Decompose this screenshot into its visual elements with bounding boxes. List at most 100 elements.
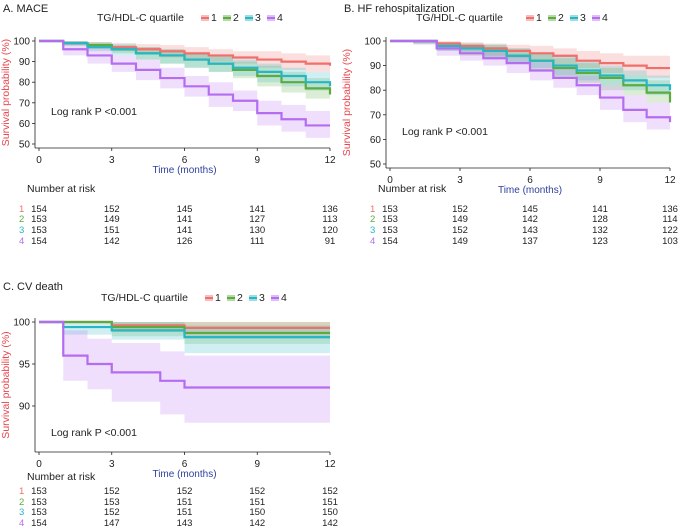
y-tick-label: 50	[370, 160, 382, 171]
survival-line-q4	[39, 320, 330, 389]
risk-count: 130	[249, 225, 265, 236]
y-tick-label: 100	[364, 37, 381, 48]
x-axis-label: Time (months)	[152, 165, 216, 176]
legend-entry: 4	[277, 12, 283, 24]
risk-count: 153	[31, 214, 47, 225]
risk-count: 128	[592, 214, 608, 225]
risk-count: 137	[522, 236, 538, 247]
risk-count: 141	[177, 214, 193, 225]
risk-count: 114	[662, 214, 677, 225]
legend: TG/HDL-C quartile 1 2 3 4	[416, 12, 608, 24]
y-axis-label: Survival probability (%)	[341, 49, 353, 156]
y-tick-label: 80	[370, 86, 382, 97]
legend-entry: 1	[211, 12, 217, 24]
legend-entry: 2	[237, 292, 243, 304]
legend-entry: 3	[259, 292, 265, 304]
survival-lines	[39, 39, 332, 127]
x-tick-label: 6	[527, 175, 533, 186]
risk-count: 153	[382, 204, 398, 215]
risk-count: 154	[31, 236, 47, 247]
risk-group-label: 1	[370, 204, 375, 215]
log-rank-annotation: Log rank P <0.001	[51, 427, 137, 439]
legend-title: TG/HDL-C quartile	[416, 12, 503, 24]
x-tick-label: 0	[387, 175, 393, 186]
risk-count: 145	[177, 204, 193, 215]
risk-count: 111	[250, 236, 264, 247]
risk-count: 142	[322, 518, 338, 529]
risk-count: 152	[452, 204, 468, 215]
panel-title: B. HF rehospitalization	[344, 3, 455, 15]
survival-line-q1	[390, 39, 670, 70]
x-axis-label: Time (months)	[498, 185, 562, 196]
risk-count: 154	[31, 204, 47, 215]
risk-count: 154	[31, 518, 47, 529]
risk-count: 150	[322, 507, 338, 518]
risk-count: 149	[452, 236, 468, 247]
risk-count: 122	[662, 225, 678, 236]
risk-count: 113	[322, 214, 337, 225]
y-axis-label: Survival probability (%)	[0, 39, 12, 146]
risk-group-label: 4	[370, 236, 375, 247]
legend-entry: 1	[215, 292, 221, 304]
x-tick-label: 9	[254, 155, 260, 166]
risk-count: 152	[104, 204, 120, 215]
legend-title: TG/HDL-C quartile	[101, 292, 188, 304]
risk-count: 145	[522, 204, 538, 215]
risk-group-label: 4	[19, 518, 24, 529]
risk-count: 152	[104, 507, 120, 518]
risk-count: 153	[31, 497, 47, 508]
y-axis-label: Survival probability (%)	[0, 331, 12, 438]
risk-count: 153	[31, 225, 47, 236]
risk-count: 151	[322, 497, 338, 508]
risk-count: 152	[177, 486, 193, 497]
legend-entry: 4	[281, 292, 287, 304]
ci-band-q4	[39, 41, 330, 142]
risk-count: 136	[662, 204, 678, 215]
legend-entry: 3	[255, 12, 261, 24]
survival-line-q4	[390, 39, 672, 123]
y-tick-label: 50	[19, 140, 31, 151]
risk-count: 142	[104, 236, 120, 247]
risk-group-label: 2	[19, 214, 24, 225]
x-tick-label: 3	[109, 155, 115, 166]
risk-count: 153	[31, 486, 47, 497]
legend-entry: 1	[536, 12, 542, 24]
risk-count: 91	[325, 236, 336, 247]
y-tick-label: 80	[19, 78, 31, 89]
x-tick-label: 9	[597, 175, 603, 186]
y-tick-label: 100	[13, 318, 30, 329]
x-tick-label: 6	[182, 155, 188, 166]
x-tick-label: 6	[182, 459, 188, 470]
y-tick-label: 100	[13, 37, 30, 48]
risk-count: 126	[177, 236, 193, 247]
log-rank-annotation: Log rank P <0.001	[51, 106, 137, 118]
risk-group-label: 2	[370, 214, 375, 225]
risk-count: 153	[382, 214, 398, 225]
x-tick-label: 0	[36, 459, 42, 470]
risk-count: 141	[249, 204, 265, 215]
x-tick-label: 9	[254, 459, 260, 470]
y-tick-label: 70	[19, 98, 31, 109]
x-tick-label: 12	[324, 155, 336, 166]
y-tick-label: 95	[19, 360, 31, 371]
risk-count: 142	[522, 214, 538, 225]
risk-count: 141	[592, 204, 608, 215]
risk-table-header: Number at risk	[27, 471, 96, 483]
y-tick-label: 90	[19, 57, 31, 68]
survival-line-q4	[39, 39, 330, 127]
risk-count: 132	[592, 225, 608, 236]
x-tick-label: 12	[664, 175, 676, 186]
risk-count: 154	[382, 236, 398, 247]
risk-count: 142	[249, 518, 265, 529]
legend-entry: 2	[558, 12, 564, 24]
x-tick-label: 3	[109, 459, 115, 470]
risk-count: 150	[249, 507, 265, 518]
x-tick-label: 0	[36, 155, 42, 166]
risk-count: 151	[249, 497, 265, 508]
x-tick-label: 3	[457, 175, 463, 186]
risk-count: 149	[104, 214, 120, 225]
x-tick-label: 12	[324, 459, 336, 470]
risk-group-label: 3	[19, 507, 24, 518]
